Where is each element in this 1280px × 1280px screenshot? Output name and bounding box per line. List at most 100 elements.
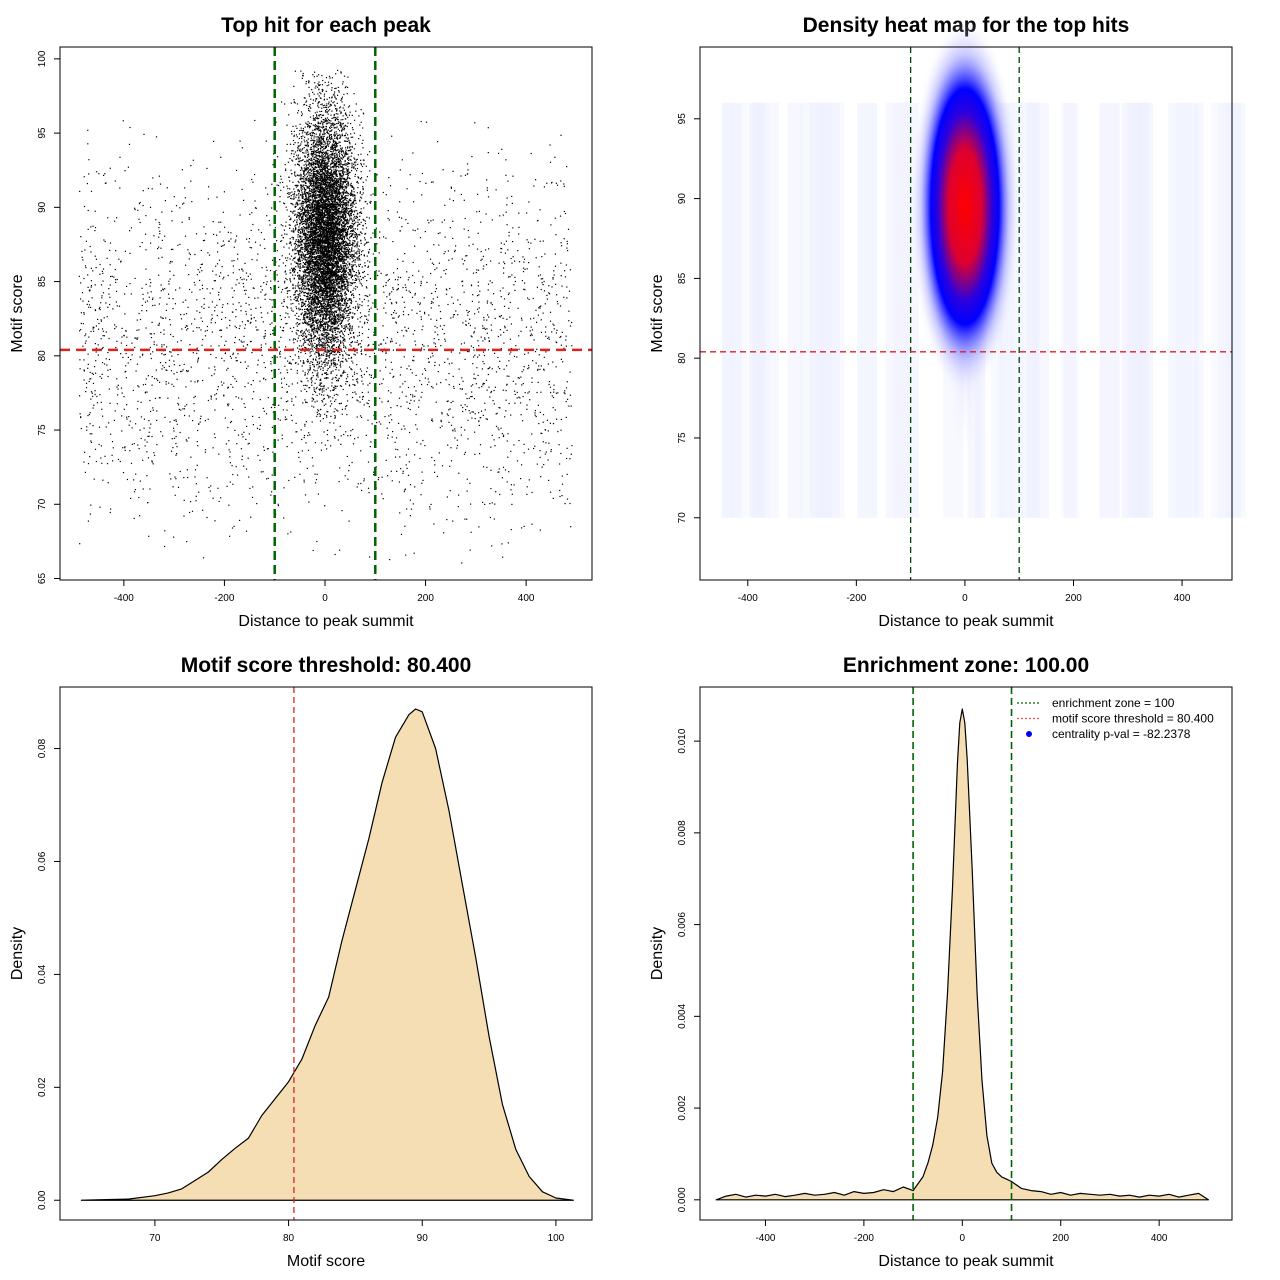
data-point [350,230,352,232]
data-point [331,160,333,162]
data-point [347,287,349,289]
data-point [331,340,333,342]
data-point [338,268,340,270]
data-point [325,203,327,205]
data-point [313,324,315,326]
data-point [340,309,343,311]
data-point [337,209,340,211]
data-point [298,355,300,358]
data-point [328,235,330,237]
data-point [314,197,316,199]
data-point [315,143,317,145]
data-point [317,182,320,184]
data-point [321,152,323,155]
data-point [353,214,355,216]
data-point [336,248,338,250]
data-point [322,177,324,179]
data-point [360,211,362,213]
data-point [320,365,322,367]
data-point [346,221,348,223]
data-point [299,295,301,297]
data-point [314,268,317,270]
data-point [327,196,329,198]
data-point [301,239,304,241]
data-point [348,208,350,210]
data-point [316,114,318,116]
data-point [313,192,316,194]
data-point [327,172,329,174]
data-point [341,195,343,198]
data-point [322,222,325,224]
data-point [345,283,347,285]
data-point [328,221,330,223]
data-point [336,341,338,343]
data-point [322,268,324,270]
data-point [346,172,348,174]
data-point [317,121,319,123]
data-point [303,201,305,203]
data-point [297,266,299,268]
data-point [312,265,314,267]
data-point [360,254,362,256]
data-point [327,343,329,346]
data-point [327,217,329,219]
data-point [292,198,294,200]
data-point [312,207,314,209]
data-point [331,314,333,316]
data-point [327,300,329,302]
data-point [329,202,331,204]
data-point [300,332,302,334]
data-point [300,184,302,186]
data-point [339,181,341,183]
data-point [320,302,322,304]
data-point [324,143,327,145]
data-point [310,240,312,243]
data-point [307,361,309,363]
data-point [325,309,327,311]
data-point [327,261,329,263]
data-point [320,232,322,234]
data-point [316,344,318,347]
data-point [334,250,336,252]
data-point [343,197,345,199]
data-point [340,150,343,152]
data-point [323,341,325,343]
data-point [302,129,305,132]
data-point [304,333,307,335]
data-point [345,209,347,211]
data-point [320,183,322,185]
data-point [325,90,327,92]
data-point [332,161,334,163]
data-point [295,300,297,302]
data-point [312,284,314,286]
data-point [329,260,331,262]
data-point [308,331,310,333]
data-point [353,187,355,189]
data-point [334,232,336,234]
data-point [345,114,347,116]
data-point [312,115,314,117]
data-point [322,157,324,159]
data-point [272,164,274,166]
data-point [298,216,300,218]
data-point [341,300,343,302]
data-point [348,114,350,116]
data-point [311,235,313,237]
data-point [323,305,326,307]
data-point [349,236,351,238]
data-point [298,137,300,140]
data-point [334,91,336,93]
data-point [330,283,332,285]
data-point [333,168,335,170]
data-point [317,83,319,85]
data-point [300,169,302,171]
data-point [303,167,305,169]
data-point [351,341,353,343]
data-point [316,238,319,240]
data-point [337,196,339,198]
data-point [301,236,303,238]
data-point [359,298,361,300]
data-point [304,215,307,217]
data-point [318,189,320,191]
data-point [351,146,353,148]
